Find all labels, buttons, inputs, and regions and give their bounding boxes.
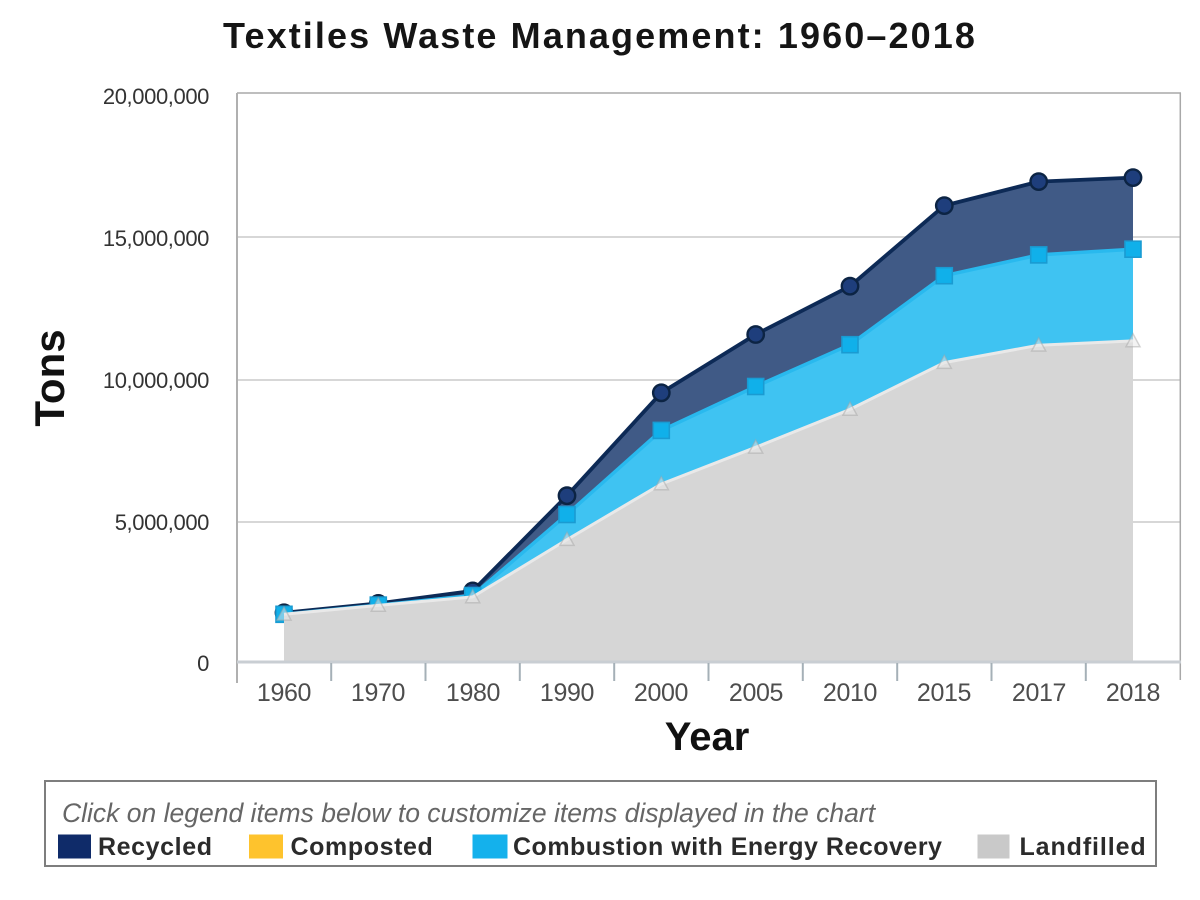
svg-text:15,000,000: 15,000,000: [103, 226, 209, 251]
svg-text:2010: 2010: [823, 679, 877, 707]
svg-text:2000: 2000: [634, 679, 688, 707]
svg-text:0: 0: [197, 651, 209, 676]
svg-text:1980: 1980: [446, 679, 500, 707]
svg-text:Combustion with Energy Recover: Combustion with Energy Recovery: [513, 833, 942, 861]
svg-text:1970: 1970: [351, 679, 405, 707]
svg-text:5,000,000: 5,000,000: [115, 510, 209, 535]
svg-text:Textiles Waste Management: 196: Textiles Waste Management: 1960–2018: [223, 15, 977, 56]
svg-text:1960: 1960: [257, 679, 311, 707]
svg-text:Click on legend items below to: Click on legend items below to customize…: [62, 798, 877, 828]
svg-text:2018: 2018: [1106, 679, 1160, 707]
svg-text:2015: 2015: [917, 679, 971, 707]
svg-text:Landfilled: Landfilled: [1020, 833, 1147, 861]
svg-text:Recycled: Recycled: [98, 833, 213, 861]
svg-text:Composted: Composted: [291, 833, 434, 861]
svg-text:2005: 2005: [729, 679, 783, 707]
svg-text:2017: 2017: [1012, 679, 1066, 707]
svg-text:20,000,000: 20,000,000: [103, 84, 209, 109]
svg-text:10,000,000: 10,000,000: [103, 368, 209, 393]
svg-text:1990: 1990: [540, 679, 594, 707]
svg-text:Tons: Tons: [26, 329, 73, 426]
svg-text:Year: Year: [665, 715, 750, 759]
